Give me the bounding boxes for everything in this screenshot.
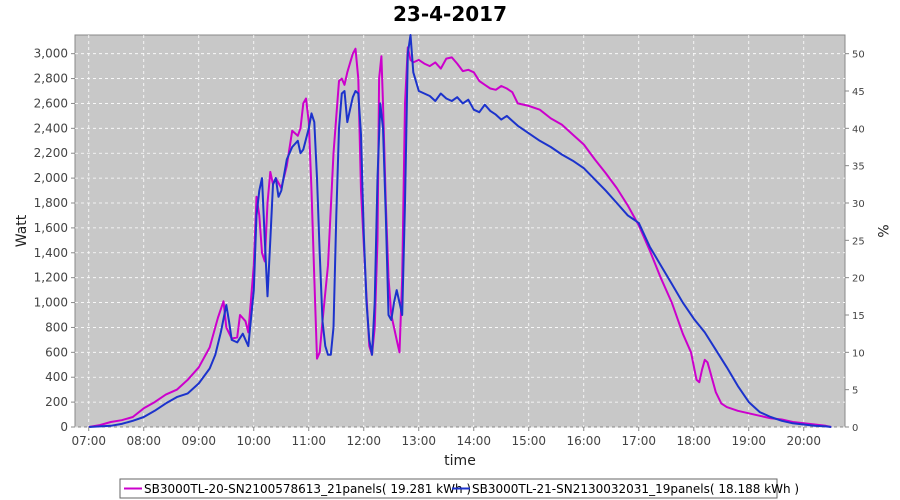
y-tick-label: 2,000	[34, 171, 68, 185]
y-right-tick-label: 5	[852, 386, 858, 397]
y-tick-label: 1,000	[34, 296, 68, 310]
y-tick-label: 200	[45, 395, 68, 409]
y-right-tick-label: 25	[852, 236, 865, 247]
y-tick-label: 3,000	[34, 47, 68, 61]
legend-items: SB3000TL-20-SN2100578613_21panels( 19.28…	[124, 482, 799, 496]
x-tick-label: 18:00	[676, 434, 711, 448]
x-axis-label: time	[444, 453, 476, 469]
y-axis-ticks: 0 200 400 600 800 1,000 1,200 1,400 1,600 1,800 2,…	[34, 47, 75, 434]
x-tick-label: 09:00	[181, 434, 216, 448]
y-tick-label: 400	[45, 370, 68, 384]
chart-title: 23-4-2017	[393, 2, 507, 26]
y-tick-label: 600	[45, 345, 68, 359]
x-tick-label: 10:00	[236, 434, 271, 448]
y-right-tick-label: 40	[852, 124, 865, 135]
x-tick-label: 07:00	[71, 434, 106, 448]
y-tick-label: 2,200	[34, 146, 68, 160]
y-right-tick-label: 20	[852, 274, 865, 285]
y-axis-right-ticks: 0 5 10 15 20 25 30 35 40 45 50	[845, 50, 865, 434]
x-tick-label: 12:00	[346, 434, 381, 448]
legend	[119, 478, 778, 499]
y-tick-label: 0	[60, 420, 68, 434]
y-right-tick-label: 10	[852, 348, 865, 359]
y-tick-label: 2,400	[34, 121, 68, 135]
y-right-tick-label: 35	[852, 162, 865, 173]
series-line-2	[88, 34, 832, 428]
y-tick-label: 2,600	[34, 96, 68, 110]
y-right-tick-label: 15	[852, 311, 865, 322]
y-right-tick-label: 45	[852, 87, 865, 98]
series-lines	[88, 34, 832, 428]
x-tick-label: 20:00	[786, 434, 821, 448]
y-right-tick-label: 0	[852, 423, 858, 434]
y-axis-label: Watt	[14, 214, 30, 247]
x-tick-label: 13:00	[401, 434, 436, 448]
y-tick-label: 1,400	[34, 246, 68, 260]
legend-label-2: SB3000TL-21-SN2130032031_19panels( 18.18…	[472, 482, 799, 496]
legend-label-1: SB3000TL-20-SN2100578613_21panels( 19.28…	[144, 482, 471, 496]
x-tick-label: 17:00	[621, 434, 656, 448]
y-axis-right-label: %	[874, 224, 890, 237]
x-tick-label: 14:00	[456, 434, 491, 448]
x-tick-label: 16:00	[566, 434, 601, 448]
x-tick-label: 11:00	[291, 434, 326, 448]
y-tick-label: 1,800	[34, 196, 68, 210]
y-tick-label: 1,600	[34, 221, 68, 235]
y-tick-label: 800	[45, 320, 68, 334]
y-right-tick-label: 30	[852, 199, 865, 210]
x-tick-label: 15:00	[511, 434, 546, 448]
x-axis-ticks: 07:00 08:00 09:00 10:00 11:00 12:00 13:00 14:00…	[71, 427, 821, 448]
y-tick-label: 2,800	[34, 72, 68, 86]
plot-area	[74, 34, 846, 428]
x-tick-label: 19:00	[731, 434, 766, 448]
y-tick-label: 1,200	[34, 271, 68, 285]
grid-lines	[75, 35, 845, 428]
x-tick-label: 08:00	[126, 434, 161, 448]
y-right-tick-label: 50	[852, 50, 865, 61]
